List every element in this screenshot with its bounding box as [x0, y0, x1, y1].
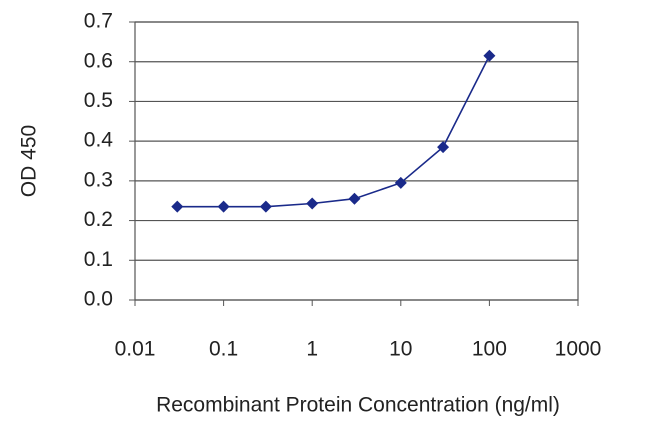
x-tick-label: 100: [472, 338, 507, 361]
marker: [171, 200, 184, 213]
y-tick-label: 0.6: [84, 49, 113, 72]
x-tick-label: 0.01: [115, 338, 156, 361]
y-tick-label: 0.4: [84, 129, 114, 152]
plot-area: [134, 21, 579, 301]
marker: [394, 176, 407, 189]
x-axis-label: Recombinant Protein Concentration (ng/ml…: [156, 394, 560, 417]
y-tick-label: 0.7: [84, 10, 113, 33]
marker: [348, 192, 361, 205]
y-tick-label: 0.1: [84, 248, 113, 271]
x-tick-label: 1: [306, 338, 318, 361]
marker: [217, 200, 230, 213]
marker: [306, 197, 319, 210]
x-tick-label: 10: [389, 338, 412, 361]
y-axis-label: OD 450: [18, 125, 41, 197]
marker: [259, 200, 272, 213]
marker: [437, 141, 450, 154]
y-tick-label: 0.2: [84, 208, 113, 231]
y-tick-label: 0.5: [84, 89, 113, 112]
y-tick-label: 0.3: [84, 168, 113, 191]
x-tick-label: 1000: [555, 338, 602, 361]
curve: [177, 55, 491, 208]
marker: [483, 49, 496, 62]
y-tick-label: 0.0: [84, 288, 113, 311]
x-tick-label: 0.1: [209, 338, 238, 361]
